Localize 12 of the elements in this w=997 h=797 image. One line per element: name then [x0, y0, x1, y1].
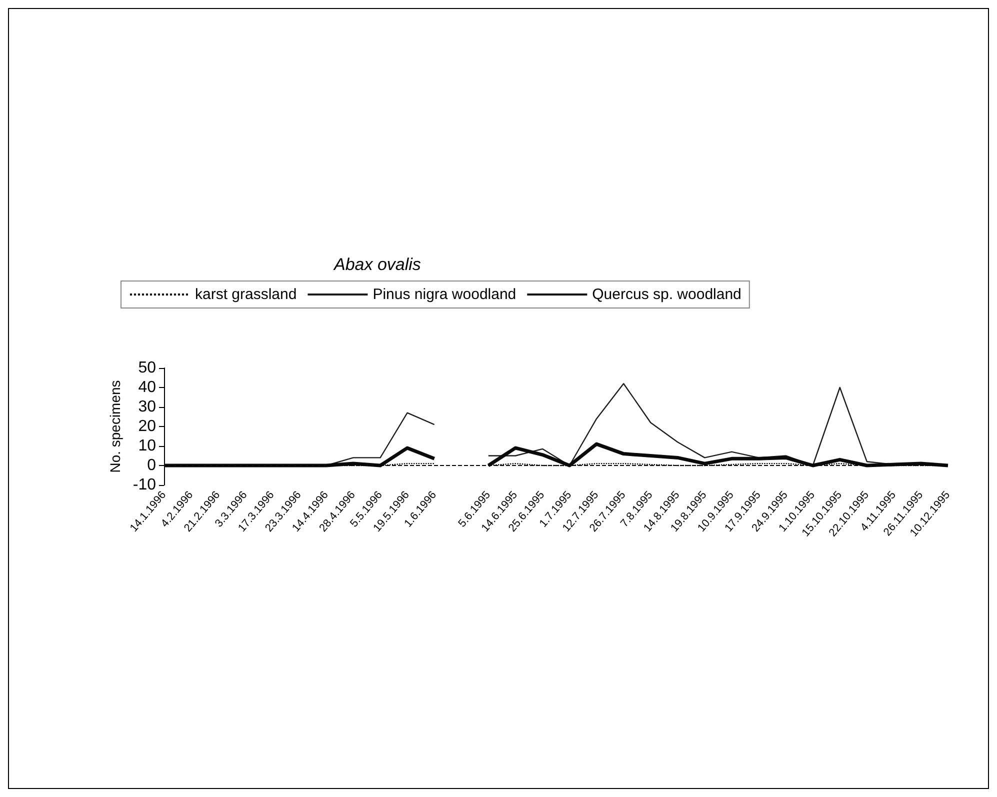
y-tick-label: 10: [138, 438, 156, 454]
y-tick-label: 50: [138, 360, 156, 376]
chart-title: Abax ovalis: [333, 255, 422, 274]
y-tick-label: 40: [138, 379, 156, 396]
y-tick-label: 0: [147, 457, 156, 474]
legend-label: Pinus nigra woodland: [372, 286, 516, 303]
y-tick-label: -10: [132, 476, 156, 494]
y-tick-label: 30: [138, 398, 156, 416]
legend-label: Quercus sp. woodland: [592, 286, 742, 303]
y-axis-title: No. specimens: [106, 380, 123, 473]
y-tick-label: 20: [138, 418, 156, 435]
legend-label: karst grassland: [195, 286, 297, 303]
